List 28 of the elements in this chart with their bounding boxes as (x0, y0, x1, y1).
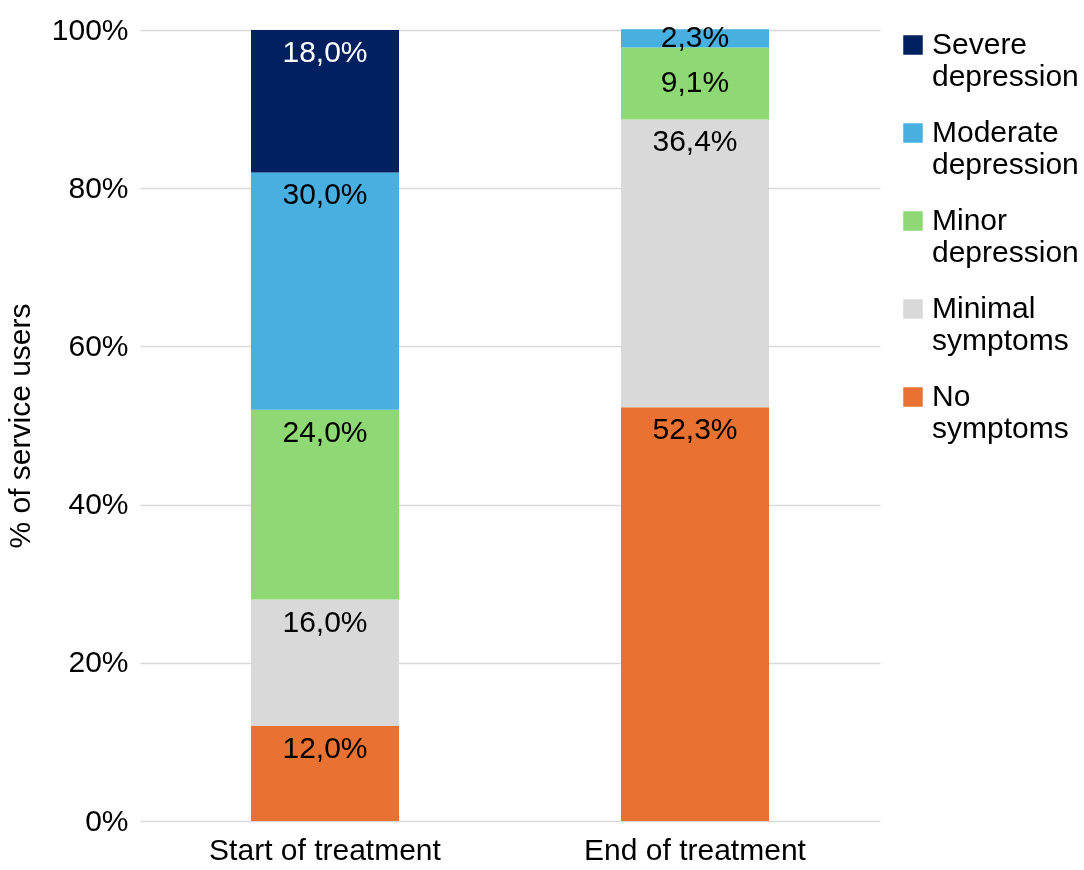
data-label: 24,0% (282, 414, 368, 448)
x-tick-label: Start of treatment (209, 832, 442, 866)
bar (251, 172, 399, 410)
legend-label: Minimal symptoms (932, 291, 1069, 356)
y-tick-label: 60% (68, 328, 129, 362)
bar (251, 30, 399, 173)
data-label: 18,0% (282, 35, 368, 68)
legend-label: No symptoms (932, 379, 1069, 444)
y-tick-label: 100% (51, 12, 129, 46)
data-label: 12,0% (282, 731, 368, 765)
y-tick-label: 0% (85, 803, 129, 837)
legend-label: Moderate depression (932, 115, 1079, 180)
bar (251, 726, 399, 821)
data-label: 30,0% (282, 177, 368, 211)
data-label: 2,3% (660, 20, 730, 54)
data-label: 36,4% (652, 124, 738, 158)
x-tick-label: End of treatment (584, 832, 807, 866)
y-tick-label: 80% (68, 170, 129, 204)
bar (251, 409, 399, 600)
legend-label: Minor depression (932, 203, 1079, 268)
y-axis-title: % of service users (2, 303, 36, 549)
y-tick-label: 40% (68, 487, 129, 521)
y-tick-label: 20% (68, 645, 129, 679)
data-label: 16,0% (282, 604, 368, 638)
legend-label: Severe depression (932, 27, 1079, 92)
bar (621, 407, 769, 821)
data-label: 52,3% (652, 412, 738, 446)
data-label: 9,1% (660, 65, 730, 99)
